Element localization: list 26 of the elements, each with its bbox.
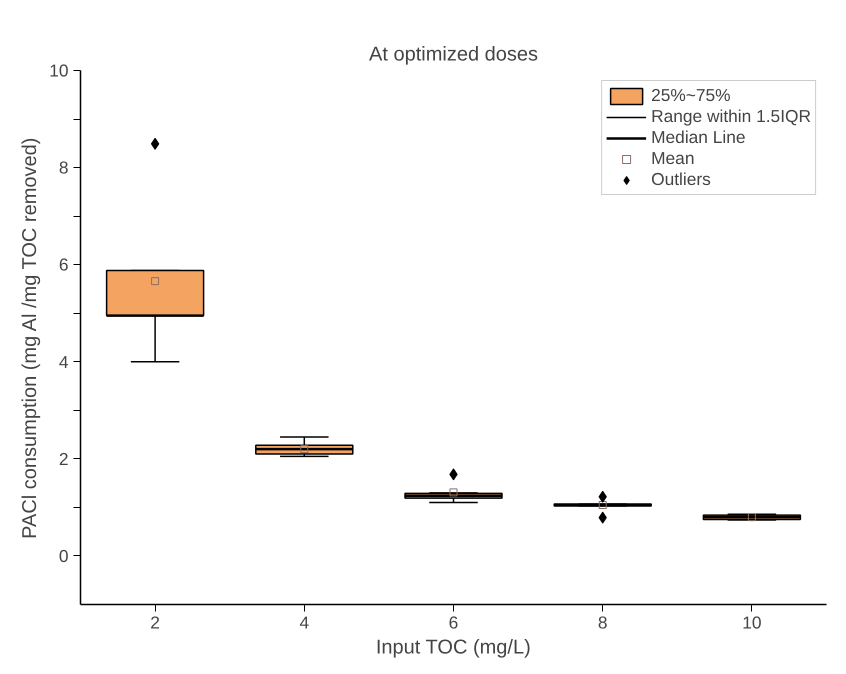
point — [150, 138, 160, 150]
legend-label: 25%~75% — [651, 85, 731, 106]
y-tick-label: 10 — [49, 60, 69, 80]
point — [598, 500, 607, 509]
point — [151, 277, 160, 286]
point — [450, 488, 458, 496]
point — [300, 445, 308, 454]
x-tick-label: 2 — [150, 612, 160, 632]
y-tick-label: 6 — [58, 254, 69, 275]
y-tick-label: 0 — [58, 546, 69, 566]
x-tick-label: 4 — [299, 612, 310, 632]
y-axis-title: PACl consumption (mg Al /mg TOC removed) — [19, 138, 42, 539]
x-axis-title: Input TOC (mg/L) — [376, 636, 531, 658]
x-tick-label: 6 — [448, 612, 458, 632]
point — [748, 513, 756, 522]
x-tick-label: 8 — [598, 612, 608, 632]
y-tick-label: 2 — [58, 448, 69, 469]
annotation: Range within 1.5IQR — [651, 106, 811, 127]
y-tick-label: 8 — [58, 158, 69, 178]
point — [449, 468, 458, 480]
legend-label: Mean — [651, 148, 694, 169]
legend-label: Outliers — [651, 169, 711, 190]
x-tick-label: 10 — [742, 612, 762, 632]
chart-title: At optimized doses — [369, 44, 538, 66]
y-tick-label: 4 — [58, 352, 69, 372]
annotation: Median Line — [651, 127, 746, 148]
